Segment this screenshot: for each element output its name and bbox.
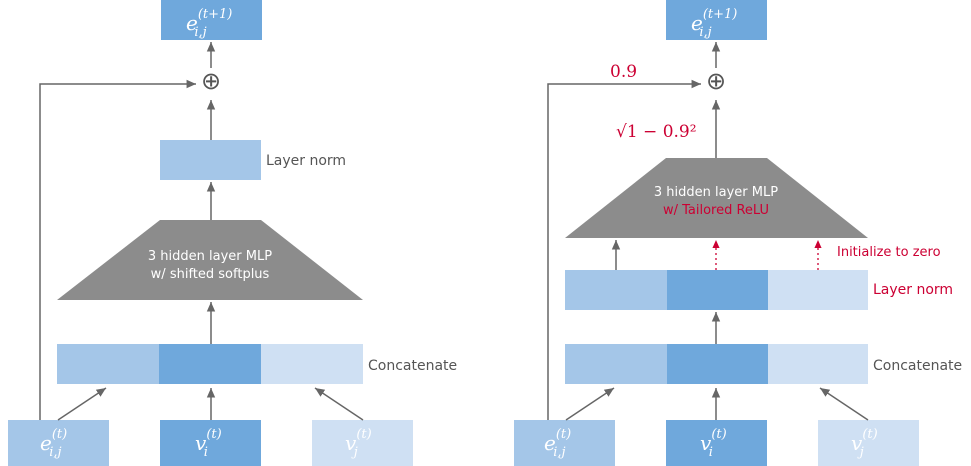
- left-output-box: [161, 0, 262, 40]
- left-output-sub: i,j: [194, 25, 206, 40]
- right-diagram: e(t+1) i,j ⊕ 0.9 √1 − 0.9² 3 hidden layer…: [514, 0, 962, 466]
- right-arrow-e-concat: [565, 387, 615, 421]
- right-concat-segment-1: [565, 344, 667, 384]
- right-norm-segment-2: [667, 270, 768, 310]
- right-input-vj-sup: (t): [862, 427, 877, 442]
- right-input-vi-sub: i: [709, 445, 713, 460]
- left-input-vj-sup: (t): [356, 427, 371, 442]
- right-skip-connection: [547, 79, 701, 420]
- right-input-vi-box: [666, 420, 767, 466]
- right-arrow-vj-concat: [819, 387, 869, 421]
- right-input-vj-box: [818, 420, 919, 466]
- right-init-label: Initialize to zero: [837, 245, 941, 260]
- left-input-vi-sup: (t): [206, 427, 221, 442]
- left-skip-connection: [39, 79, 196, 420]
- left-input-e-label: e(t) i,j: [40, 427, 67, 460]
- right-skip-weight: 0.9: [610, 62, 637, 82]
- right-input-vi-base: v: [700, 431, 712, 455]
- right-mlp-trapezoid: [565, 158, 868, 238]
- right-mlp-line2: w/ Tailored ReLU: [663, 203, 769, 218]
- left-output-label: e(t+1) i,j: [186, 7, 232, 40]
- right-concat-segment-2: [667, 344, 768, 384]
- left-concat-segment-1: [57, 344, 159, 384]
- right-input-e-base: e: [544, 431, 556, 455]
- left-input-e-sub: i,j: [49, 445, 61, 460]
- right-layer-norm-label: Layer norm: [873, 282, 953, 298]
- right-concat-label: Concatenate: [873, 358, 962, 374]
- left-arrow-vj-concat: [314, 387, 364, 421]
- left-input-e-sup: (t): [52, 427, 67, 442]
- left-output-base: e: [186, 11, 198, 35]
- left-input-e-box: [8, 420, 109, 466]
- right-input-e-sub: i,j: [553, 445, 565, 460]
- right-output-box: [666, 0, 767, 40]
- right-input-e-box: [514, 420, 615, 466]
- left-mlp-line1: 3 hidden layer MLP: [148, 249, 272, 264]
- left-concat-segment-2: [159, 344, 261, 384]
- left-output-sup: (t+1): [198, 7, 233, 22]
- left-diagram: e(t+1) i,j ⊕ Layer norm 3 hidden layer ML…: [8, 0, 457, 466]
- right-norm-segment-3: [768, 270, 868, 310]
- right-output-sub: i,j: [699, 25, 711, 40]
- left-layer-norm-box: [160, 140, 261, 180]
- right-input-e-label: e(t) i,j: [544, 427, 571, 460]
- left-input-vi-label: v(t) i: [195, 427, 222, 460]
- left-input-vj-box: [312, 420, 413, 466]
- left-arrow-e-concat: [57, 387, 107, 421]
- right-norm-segment-1: [565, 270, 667, 310]
- right-mlp-line1: 3 hidden layer MLP: [654, 185, 778, 200]
- left-input-vi-sub: i: [204, 445, 208, 460]
- right-output-sup: (t+1): [703, 7, 738, 22]
- left-mlp-trapezoid: [57, 220, 363, 300]
- left-mlp-line2: w/ shifted softplus: [151, 267, 270, 282]
- left-concat-segment-3: [261, 344, 363, 384]
- right-mlp-weight: √1 − 0.9²: [616, 122, 697, 142]
- left-input-vi-base: v: [195, 431, 207, 455]
- left-concat-label: Concatenate: [368, 358, 457, 374]
- left-input-vj-label: v(t) j: [345, 427, 372, 460]
- right-output-label: e(t+1) i,j: [691, 7, 737, 40]
- right-input-vj-base: v: [851, 431, 863, 455]
- left-input-vi-box: [160, 420, 261, 466]
- left-input-e-base: e: [40, 431, 52, 455]
- right-input-e-sup: (t): [556, 427, 571, 442]
- left-input-vj-sub: j: [351, 445, 358, 460]
- left-input-vj-base: v: [345, 431, 357, 455]
- right-input-vj-sub: j: [857, 445, 864, 460]
- right-input-vi-sup: (t): [711, 427, 726, 442]
- right-output-base: e: [691, 11, 703, 35]
- right-input-vi-label: v(t) i: [700, 427, 727, 460]
- right-plus-symbol: ⊕: [706, 67, 726, 95]
- left-layer-norm-label: Layer norm: [266, 153, 346, 169]
- right-concat-segment-3: [768, 344, 868, 384]
- left-plus-symbol: ⊕: [201, 67, 221, 95]
- right-input-vj-label: v(t) j: [851, 427, 878, 460]
